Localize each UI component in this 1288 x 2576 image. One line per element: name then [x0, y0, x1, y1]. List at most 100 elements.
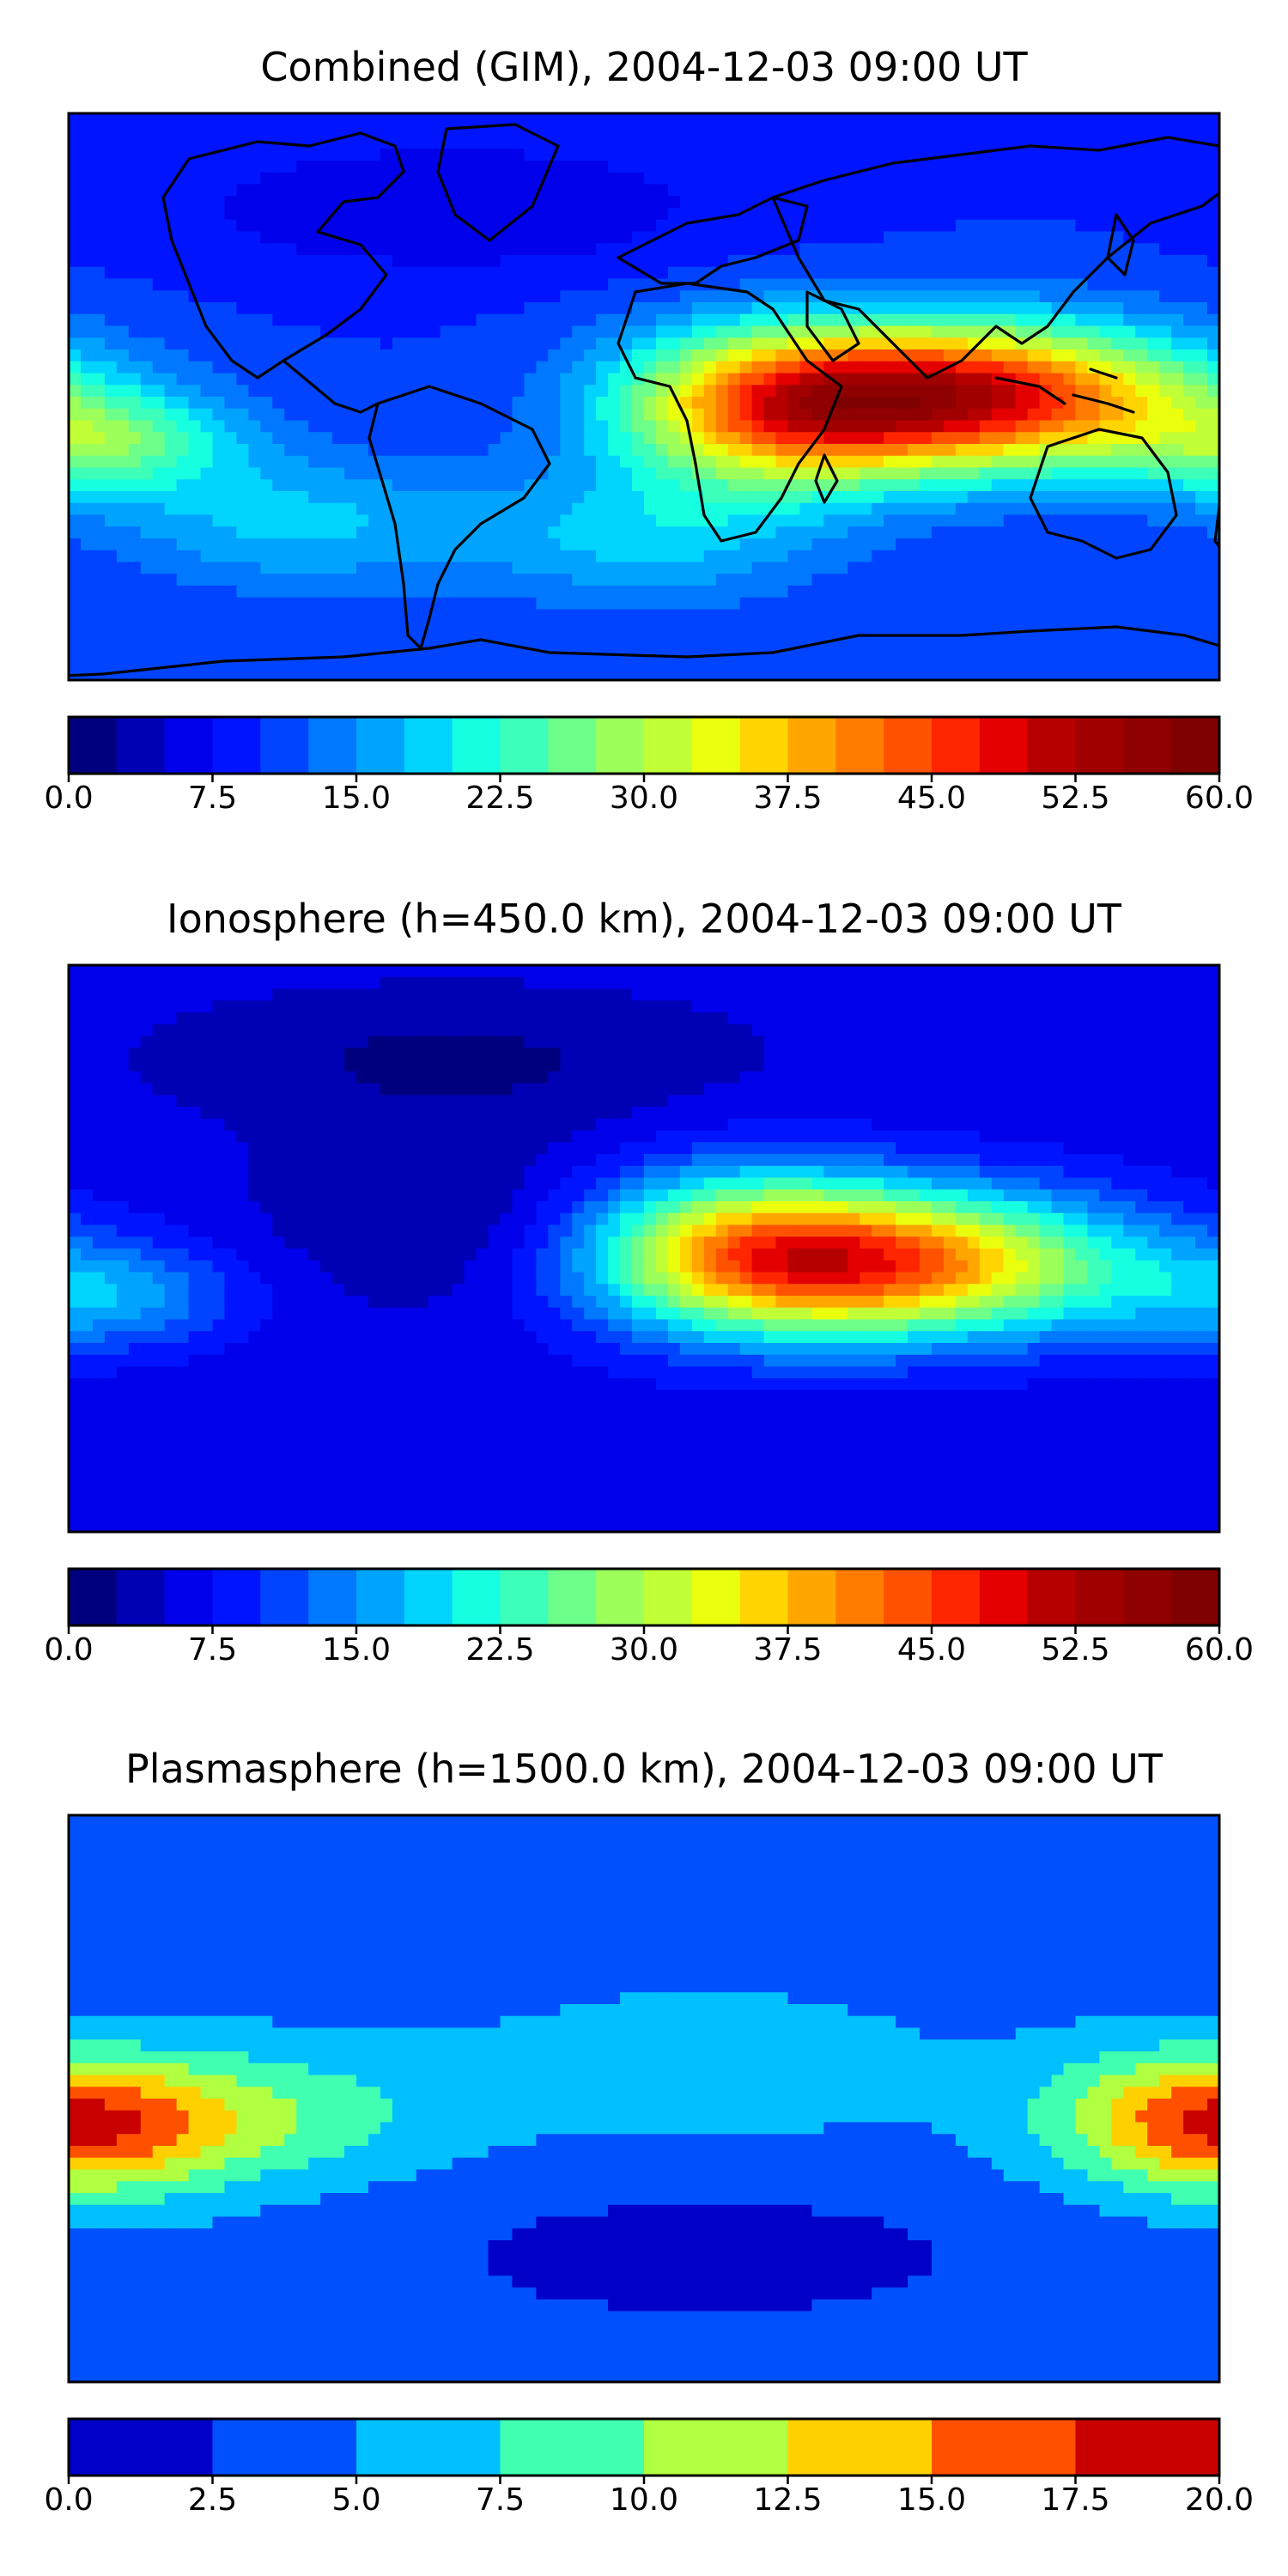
- field-cell: [632, 479, 645, 492]
- field-cell: [80, 302, 94, 315]
- field-cell: [236, 432, 249, 445]
- field-cell: [524, 574, 537, 586]
- field-cell: [236, 219, 249, 233]
- field-cell: [979, 208, 993, 221]
- field-cell: [1015, 125, 1029, 138]
- field-cell: [596, 172, 609, 185]
- field-cell: [1039, 266, 1053, 280]
- field-cell: [943, 502, 957, 516]
- field-cell: [1207, 373, 1219, 386]
- field-cell: [296, 420, 309, 433]
- field-cell: [572, 538, 585, 551]
- field-cell: [727, 408, 741, 422]
- field-cell: [560, 562, 573, 574]
- field-cell: [655, 349, 669, 362]
- field-cell: [1159, 266, 1172, 280]
- field-cell: [799, 231, 813, 244]
- field-cell: [655, 361, 669, 374]
- field-cell: [344, 349, 357, 362]
- field-cell: [835, 976, 848, 990]
- field-cell: [703, 644, 717, 658]
- field-cell: [236, 408, 249, 422]
- field-cell: [955, 161, 969, 173]
- field-cell: [908, 526, 920, 539]
- field-cell: [1075, 172, 1089, 185]
- field-cell: [140, 965, 154, 978]
- field-cell: [488, 349, 501, 362]
- field-cell: [560, 196, 573, 209]
- field-cell: [284, 644, 297, 658]
- field-cell: [787, 349, 801, 362]
- field-cell: [943, 621, 957, 634]
- field-cell: [260, 349, 273, 362]
- field-cell: [272, 302, 285, 315]
- field-cell: [380, 467, 393, 480]
- field-cell: [955, 491, 969, 504]
- field-cell: [1027, 349, 1041, 362]
- field-cell: [284, 444, 297, 457]
- field-cell: [632, 976, 645, 990]
- field-cell: [596, 479, 609, 492]
- field-cell: [1099, 302, 1112, 315]
- field-cell: [1195, 219, 1208, 233]
- field-cell: [224, 467, 238, 480]
- field-cell: [872, 502, 884, 516]
- field-cell: [967, 491, 981, 504]
- field-cell: [620, 196, 633, 209]
- field-cell: [620, 290, 633, 303]
- field-cell: [655, 562, 669, 574]
- field-cell: [1207, 562, 1219, 574]
- field-cell: [356, 278, 369, 291]
- field-cell: [392, 208, 405, 221]
- field-cell: [128, 562, 142, 574]
- field-cell: [428, 444, 441, 457]
- field-cell: [69, 243, 82, 256]
- field-cell: [548, 196, 561, 209]
- field-cell: [332, 965, 345, 978]
- field-cell: [224, 597, 238, 611]
- field-cell: [655, 219, 669, 233]
- field-cell: [775, 161, 789, 173]
- field-cell: [596, 444, 609, 457]
- field-cell: [703, 432, 717, 445]
- field-cell: [608, 290, 621, 303]
- field-cell: [655, 302, 669, 315]
- field-cell: [440, 467, 453, 480]
- field-cell: [1123, 385, 1136, 398]
- field-cell: [392, 337, 405, 350]
- field-cell: [691, 550, 705, 563]
- field-cell: [1063, 668, 1077, 680]
- field-cell: [955, 302, 969, 315]
- field-cell: [979, 432, 993, 445]
- field-cell: [608, 397, 621, 410]
- field-cell: [92, 432, 106, 445]
- field-cell: [644, 184, 657, 197]
- field-cell: [1195, 988, 1208, 1001]
- field-cell: [848, 231, 860, 244]
- field-cell: [476, 656, 489, 669]
- field-cell: [1123, 668, 1136, 680]
- field-cell: [152, 444, 166, 457]
- field-cell: [392, 491, 405, 504]
- field-cell: [236, 538, 249, 551]
- field-cell: [920, 586, 933, 598]
- field-cell: [176, 243, 190, 256]
- field-cell: [703, 668, 717, 680]
- field-cell: [620, 432, 633, 445]
- field-cell: [811, 574, 824, 586]
- field-cell: [835, 161, 848, 173]
- field-cell: [608, 161, 621, 173]
- field-cell: [1015, 562, 1029, 574]
- field-cell: [464, 455, 477, 469]
- field-cell: [584, 184, 597, 197]
- field-cell: [1123, 633, 1136, 646]
- field-cell: [1063, 562, 1077, 574]
- field-cell: [608, 1000, 621, 1013]
- field-cell: [188, 125, 202, 138]
- field-cell: [1111, 125, 1124, 138]
- field-cell: [176, 219, 190, 233]
- field-cell: [308, 526, 321, 539]
- field-cell: [560, 621, 573, 634]
- field-cell: [212, 161, 226, 173]
- field-cell: [799, 502, 813, 516]
